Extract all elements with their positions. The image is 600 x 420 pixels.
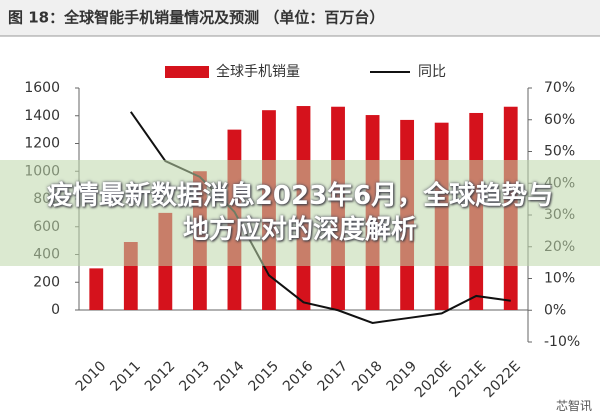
y2-tick-label: 60% <box>544 112 575 128</box>
x-tick-label: 2011 <box>107 358 144 395</box>
y2-tick-label: 50% <box>544 144 575 160</box>
y2-tick-label: -10% <box>544 334 580 350</box>
y2-tick-label: 70% <box>544 80 575 96</box>
x-tick-label: 2010 <box>73 358 110 395</box>
chart-title: 图 18：全球智能手机销量情况及预测 （单位：百万台） <box>8 9 384 27</box>
y-tick-label: 1600 <box>24 80 60 96</box>
y-tick-label: 1400 <box>24 108 60 124</box>
x-tick-label: 2021E <box>446 358 489 401</box>
x-tick-label: 2020E <box>412 358 455 401</box>
x-tick-label: 2022E <box>481 358 524 401</box>
x-tick-label: 2016 <box>280 358 317 395</box>
legend-swatch <box>165 66 209 78</box>
y2-tick-label: 0% <box>544 302 566 318</box>
x-tick-label: 2013 <box>176 358 213 395</box>
headline: 疫情最新数据消息2023年6月，全球趋势与地方应对的深度解析 <box>46 181 554 245</box>
legend-label: 同比 <box>418 64 446 80</box>
x-tick-label: 2018 <box>349 358 386 395</box>
x-tick-label: 2015 <box>246 358 283 395</box>
x-tick-label: 2014 <box>211 358 248 395</box>
x-tick-label: 2017 <box>315 358 352 395</box>
y2-tick-label: 10% <box>544 271 575 287</box>
y-tick-label: 200 <box>33 274 60 290</box>
banner: 疫情最新数据消息2023年6月，全球趋势与地方应对的深度解析 <box>0 160 600 266</box>
watermark: 芯智讯 <box>555 399 592 413</box>
y-tick-label: 1200 <box>24 136 60 152</box>
legend-label: 全球手机销量 <box>216 63 300 80</box>
y-tick-label: 0 <box>51 302 60 318</box>
bar <box>89 268 104 310</box>
x-tick-label: 2012 <box>142 358 179 395</box>
title-bar <box>0 0 600 36</box>
